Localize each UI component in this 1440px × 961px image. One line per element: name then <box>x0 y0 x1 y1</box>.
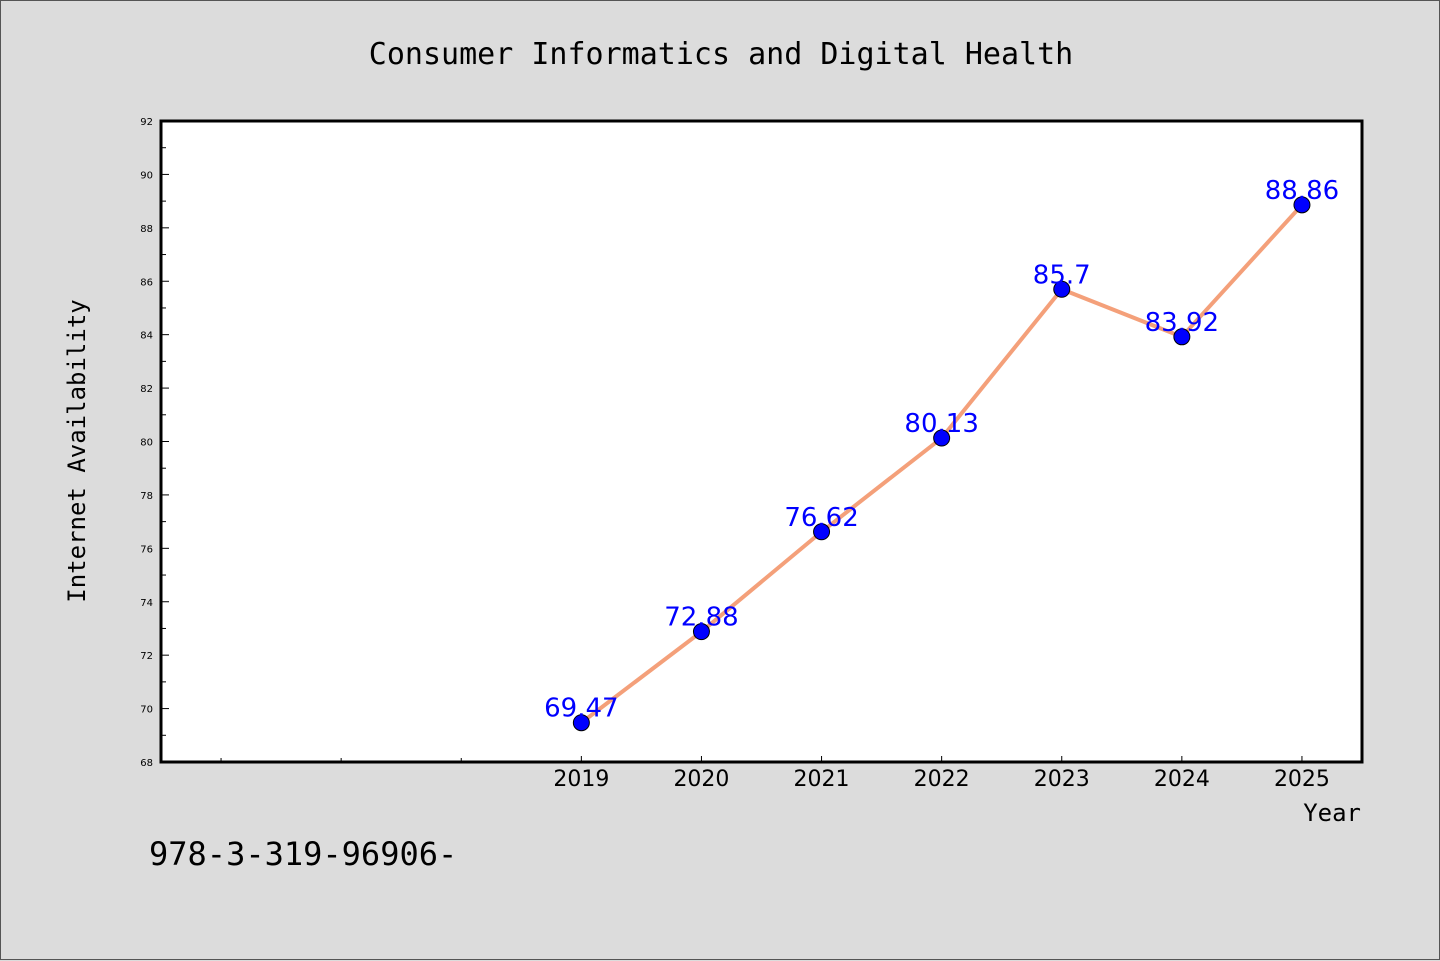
y-tick-label: 92 <box>140 117 153 128</box>
y-tick-label: 72 <box>140 651 153 662</box>
data-point <box>1173 328 1191 346</box>
y-tick-label: 90 <box>140 170 153 181</box>
data-label: 72.88 <box>664 603 738 633</box>
y-tick-label: 88 <box>140 224 153 235</box>
x-tick-label: 2021 <box>794 767 850 792</box>
chart-title: Consumer Informatics and Digital Health <box>369 37 1073 72</box>
y-tick-label: 70 <box>140 705 153 716</box>
y-axis: 68 70 72 74 76 78 80 82 84 86 88 90 92 <box>140 117 169 769</box>
y-tick-label: 74 <box>140 598 153 609</box>
x-tick-label: 2019 <box>553 767 609 792</box>
plot-area <box>161 121 1362 762</box>
x-tick-label: 2022 <box>914 767 970 792</box>
plot-frame <box>159 119 1364 764</box>
data-label: 69.47 <box>544 694 618 724</box>
footnote-text: 978-3-319-96906- <box>149 835 457 873</box>
x-axis: 2019 2020 2021 2022 2023 2024 2025 <box>220 756 1330 792</box>
data-point <box>933 429 951 447</box>
x-tick-label: 2020 <box>673 767 729 792</box>
data-label: 83.92 <box>1145 308 1219 338</box>
data-point <box>572 714 590 732</box>
data-point <box>1053 280 1071 298</box>
y-tick-label: 80 <box>140 438 153 449</box>
x-tick-label: 2024 <box>1154 767 1210 792</box>
y-tick-label: 68 <box>140 758 153 769</box>
series-line-group: 69.47 72.88 76.62 80.13 85.7 83.92 88.86 <box>544 176 1339 732</box>
x-axis-label: Year <box>1303 799 1361 827</box>
data-label: 88.86 <box>1265 176 1339 206</box>
data-point <box>813 523 831 541</box>
y-axis-label: Internet Availability <box>63 299 91 602</box>
y-tick-label: 82 <box>140 384 153 395</box>
data-label: 80.13 <box>904 409 978 439</box>
data-point <box>1293 196 1311 214</box>
y-tick-label: 84 <box>140 331 153 342</box>
y-tick-label: 86 <box>140 277 153 288</box>
data-label: 85.7 <box>1033 260 1091 290</box>
x-tick-label: 2025 <box>1274 767 1330 792</box>
y-tick-label: 78 <box>140 491 153 502</box>
data-label: 76.62 <box>784 503 858 533</box>
data-point <box>692 623 710 641</box>
y-tick-label: 76 <box>140 544 153 555</box>
x-tick-label: 2023 <box>1034 767 1090 792</box>
